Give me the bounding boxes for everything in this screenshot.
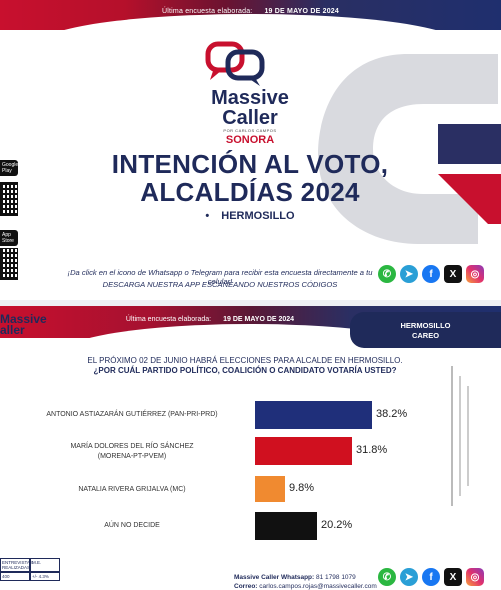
city-label: • HERMOSILLO: [150, 210, 350, 222]
email-contact: Correo: carlos.campos.rojas@massivecalle…: [234, 583, 377, 590]
watermark-logo-icon: [318, 54, 501, 244]
last-survey-date: Última encuesta elaborada: 19 DE MAYO DE …: [0, 8, 501, 15]
category-label: NATALIA RIVERA GRIJALVA (MC): [78, 486, 186, 493]
x-icon[interactable]: X: [444, 265, 462, 283]
results-brand-line-2: aller: [0, 323, 25, 337]
category-label: MARÍA DOLORES DEL RÍO SÁNCHEZ (MORENA-PT…: [14, 442, 250, 462]
results-slide: Última encuesta elaborada: 19 DE MAYO DE …: [0, 306, 501, 590]
city-tag-line-1: HERMOSILLO: [400, 321, 451, 330]
legal-note-text: [451, 366, 469, 506]
margin-error-header: M.E.: [30, 558, 60, 572]
margin-error-value: +/- 4.3%: [30, 572, 60, 581]
results-banner-date: 19 DE MAYO DE 2024: [223, 316, 295, 323]
social-links-bottom: ✆ ➤ f X ◎: [378, 568, 484, 586]
sample-info-table: ENTREVISTAS REALIZADAS M.E. 400 +/- 4.3%: [0, 558, 60, 588]
brand-tagline: POR CARLOS CAMPOS: [223, 128, 277, 133]
city-tag-line-2: CAREO: [411, 331, 440, 340]
facebook-icon[interactable]: f: [422, 265, 440, 283]
state-label: SONORA: [225, 134, 275, 146]
title-line-2: ALCALDÍAS 2024: [140, 177, 360, 207]
page-title: INTENCIÓN AL VOTO, ALCALDÍAS 2024: [70, 150, 430, 206]
bar: [255, 512, 317, 540]
bullet: •: [205, 210, 210, 222]
banner-label: Última encuesta elaborada:: [162, 8, 253, 15]
app-store-label: App Store: [2, 232, 14, 244]
brand-line-1: Massive: [211, 87, 289, 109]
question-main: ¿POR CUÁL PARTIDO POLÍTICO, COALICIÓN O …: [93, 366, 397, 375]
google-play-badge[interactable]: Google Play: [0, 160, 18, 176]
title-line-1: INTENCIÓN AL VOTO,: [111, 149, 389, 179]
x-icon[interactable]: X: [444, 568, 462, 586]
telegram-icon[interactable]: ➤: [400, 568, 418, 586]
city-name: HERMOSILLO: [221, 210, 295, 222]
results-last-survey-date: Última encuesta elaborada: 19 DE MAYO DE …: [60, 316, 360, 323]
cover-slide: Última encuesta elaborada: 19 DE MAYO DE …: [0, 0, 501, 289]
app-store-badge[interactable]: App Store: [0, 230, 18, 246]
bar: [255, 437, 352, 465]
instagram-icon[interactable]: ◎: [466, 568, 484, 586]
category-label-line: MARÍA DOLORES DEL RÍO SÁNCHEZ: [70, 443, 194, 450]
bar-value-label: 20.2%: [321, 519, 353, 531]
results-brand-line-1: Massive: [0, 312, 47, 326]
category-label: ANTONIO ASTIAZARÁN GUTIÉRREZ (PAN-PRI-PR…: [46, 411, 218, 418]
whatsapp-number[interactable]: 81 1798 1079: [316, 574, 356, 581]
brand-name: Massive Caller POR CARLOS CAMPOS: [150, 88, 350, 133]
city-tag: HERMOSILLO CAREO: [350, 312, 501, 348]
facebook-icon[interactable]: f: [422, 568, 440, 586]
results-brand-logo: Massive aller: [0, 312, 47, 337]
whatsapp-contact-label: Massive Caller Whatsapp:: [234, 574, 315, 581]
sample-size-value: 400: [0, 572, 30, 581]
email-link[interactable]: carlos.campos.rojas@massivecaller.com: [259, 583, 377, 590]
slide-divider: [0, 300, 501, 306]
results-banner-label: Última encuesta elaborada:: [125, 316, 212, 323]
sample-size-header: ENTREVISTAS REALIZADAS: [0, 558, 33, 572]
bar-value-label: 31.8%: [356, 444, 388, 456]
brand-line-2: Caller: [222, 107, 278, 129]
google-play-label: Google Play: [2, 162, 19, 174]
instagram-icon[interactable]: ◎: [466, 265, 484, 283]
whatsapp-icon[interactable]: ✆: [378, 568, 396, 586]
social-links-top: ✆ ➤ f X ◎: [378, 265, 484, 283]
massive-caller-logo-icon: [205, 41, 265, 86]
bar-value-label: 9.8%: [289, 482, 315, 494]
whatsapp-icon[interactable]: ✆: [378, 265, 396, 283]
whatsapp-contact: Massive Caller Whatsapp: 81 1798 1079: [234, 574, 356, 581]
bar-value-label: 38.2%: [376, 408, 408, 420]
category-label: AÚN NO DECIDE: [104, 522, 160, 529]
telegram-icon[interactable]: ➤: [400, 265, 418, 283]
category-label-line: (MORENA-PT-PVEM): [97, 453, 167, 460]
email-label: Correo:: [234, 583, 258, 590]
bar: [255, 476, 285, 502]
bar: [255, 401, 372, 429]
qr-code-ios-icon[interactable]: [0, 248, 18, 280]
question-intro: EL PRÓXIMO 02 DE JUNIO HABRÁ ELECCIONES …: [87, 356, 403, 365]
cta-whatsapp-text: ¡Da click en el icono de Whatsapp o Tele…: [67, 268, 373, 286]
qr-code-android-icon[interactable]: [0, 182, 18, 216]
cta-download-text: DESCARGA NUESTRA APP ESCANEANDO NUESTROS…: [102, 280, 338, 289]
banner-date: 19 DE MAYO DE 2024: [264, 8, 339, 15]
